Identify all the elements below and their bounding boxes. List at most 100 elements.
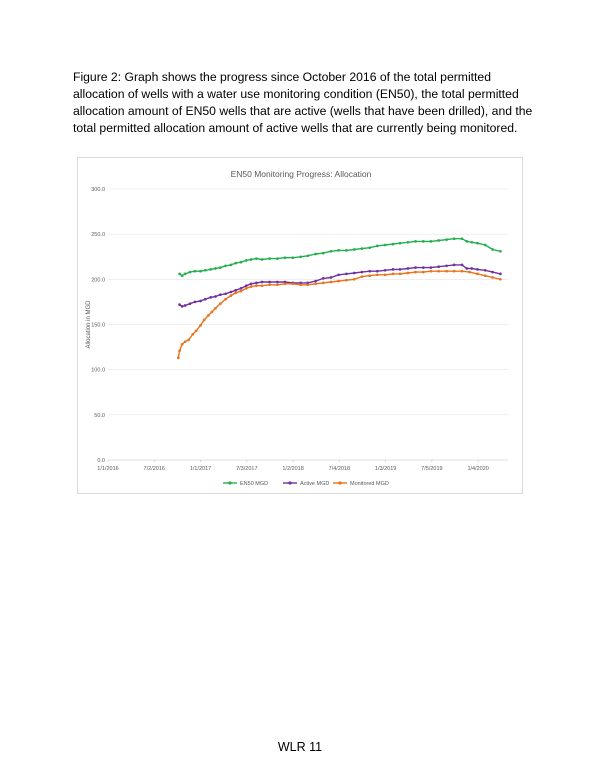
data-point [260, 258, 264, 261]
data-point [178, 349, 181, 353]
data-point [299, 281, 303, 285]
data-point [383, 268, 387, 272]
data-point [199, 269, 202, 273]
data-point [460, 237, 464, 241]
data-point [229, 263, 233, 267]
data-point [491, 248, 494, 251]
data-point [193, 269, 197, 273]
data-point [202, 318, 206, 322]
data-point [329, 276, 333, 279]
data-point [207, 314, 210, 317]
data-point [260, 284, 264, 288]
data-point [445, 264, 448, 268]
y-tick-label: 250.0 [91, 232, 105, 238]
data-point [452, 263, 456, 267]
y-tick-label: 0.0 [97, 458, 105, 464]
data-point [314, 279, 317, 283]
data-point [360, 247, 364, 250]
data-point [414, 266, 417, 269]
data-point [199, 324, 202, 327]
data-point [499, 272, 502, 276]
chart-title: EN50 Monitoring Progress: Allocation [231, 169, 372, 179]
data-point [276, 280, 279, 284]
data-point [291, 256, 295, 260]
legend-label: EN50 MGD [240, 481, 268, 487]
data-point [491, 276, 494, 279]
data-point [191, 333, 195, 336]
series-line-0 [179, 237, 501, 277]
data-point [345, 278, 348, 282]
data-point [239, 260, 243, 264]
data-point [429, 269, 433, 273]
data-point [406, 267, 410, 270]
data-point [203, 297, 207, 301]
data-point [234, 291, 238, 295]
data-point [234, 261, 238, 265]
x-tick-label: 1/3/2019 [375, 466, 396, 472]
data-point [214, 267, 217, 270]
data-point [249, 258, 253, 261]
data-point [465, 267, 469, 270]
data-point [218, 266, 222, 269]
data-point [244, 284, 248, 288]
data-point [239, 287, 243, 290]
data-point [268, 280, 271, 284]
data-point [368, 274, 372, 278]
legend-label: Monitored MGD [350, 481, 389, 487]
data-point [194, 329, 198, 333]
data-point [183, 340, 187, 344]
data-point [268, 283, 271, 287]
data-point [180, 343, 184, 346]
data-point [187, 338, 191, 342]
x-tick-label: 7/5/2019 [421, 466, 442, 472]
data-point [398, 241, 402, 245]
data-point [375, 269, 379, 273]
data-point [491, 270, 494, 274]
data-point [499, 277, 502, 281]
data-point [476, 241, 479, 245]
data-point [209, 296, 213, 299]
data-point [283, 282, 287, 286]
data-point [465, 240, 469, 243]
data-point [306, 281, 310, 285]
data-point [306, 254, 310, 258]
page-number: WLR 11 [277, 740, 323, 754]
data-point [180, 305, 184, 308]
legend-marker [288, 481, 292, 485]
data-point [460, 263, 464, 267]
data-point [244, 259, 248, 262]
x-tick-label: 7/4/2018 [329, 466, 350, 472]
y-tick-label: 300.0 [91, 187, 105, 193]
data-point [329, 280, 333, 284]
data-point [499, 249, 502, 253]
x-tick-label: 7/2/2016 [144, 466, 165, 472]
data-point [470, 267, 474, 270]
y-tick-label: 100.0 [91, 368, 105, 374]
data-point [299, 255, 303, 259]
data-point [483, 268, 487, 272]
data-point [398, 268, 402, 271]
data-point [391, 268, 395, 271]
data-point [183, 272, 187, 276]
data-point [321, 251, 325, 255]
data-point [406, 240, 410, 244]
data-point [352, 271, 356, 275]
data-point [188, 302, 192, 306]
data-point [414, 270, 417, 274]
data-point [429, 266, 433, 269]
data-point [224, 264, 227, 268]
data-point [476, 268, 479, 271]
legend-label: Active MGD [300, 481, 329, 487]
data-point [224, 292, 227, 296]
data-point [368, 269, 372, 273]
data-point [224, 297, 227, 301]
data-point [193, 300, 197, 304]
data-point [255, 284, 258, 288]
data-point [445, 269, 448, 273]
data-point [398, 272, 402, 276]
x-tick-label: 7/3/2017 [236, 466, 257, 472]
data-point [239, 289, 243, 293]
data-point [429, 240, 433, 243]
data-point [483, 243, 487, 247]
x-tick-label: 1/1/2016 [97, 466, 118, 472]
